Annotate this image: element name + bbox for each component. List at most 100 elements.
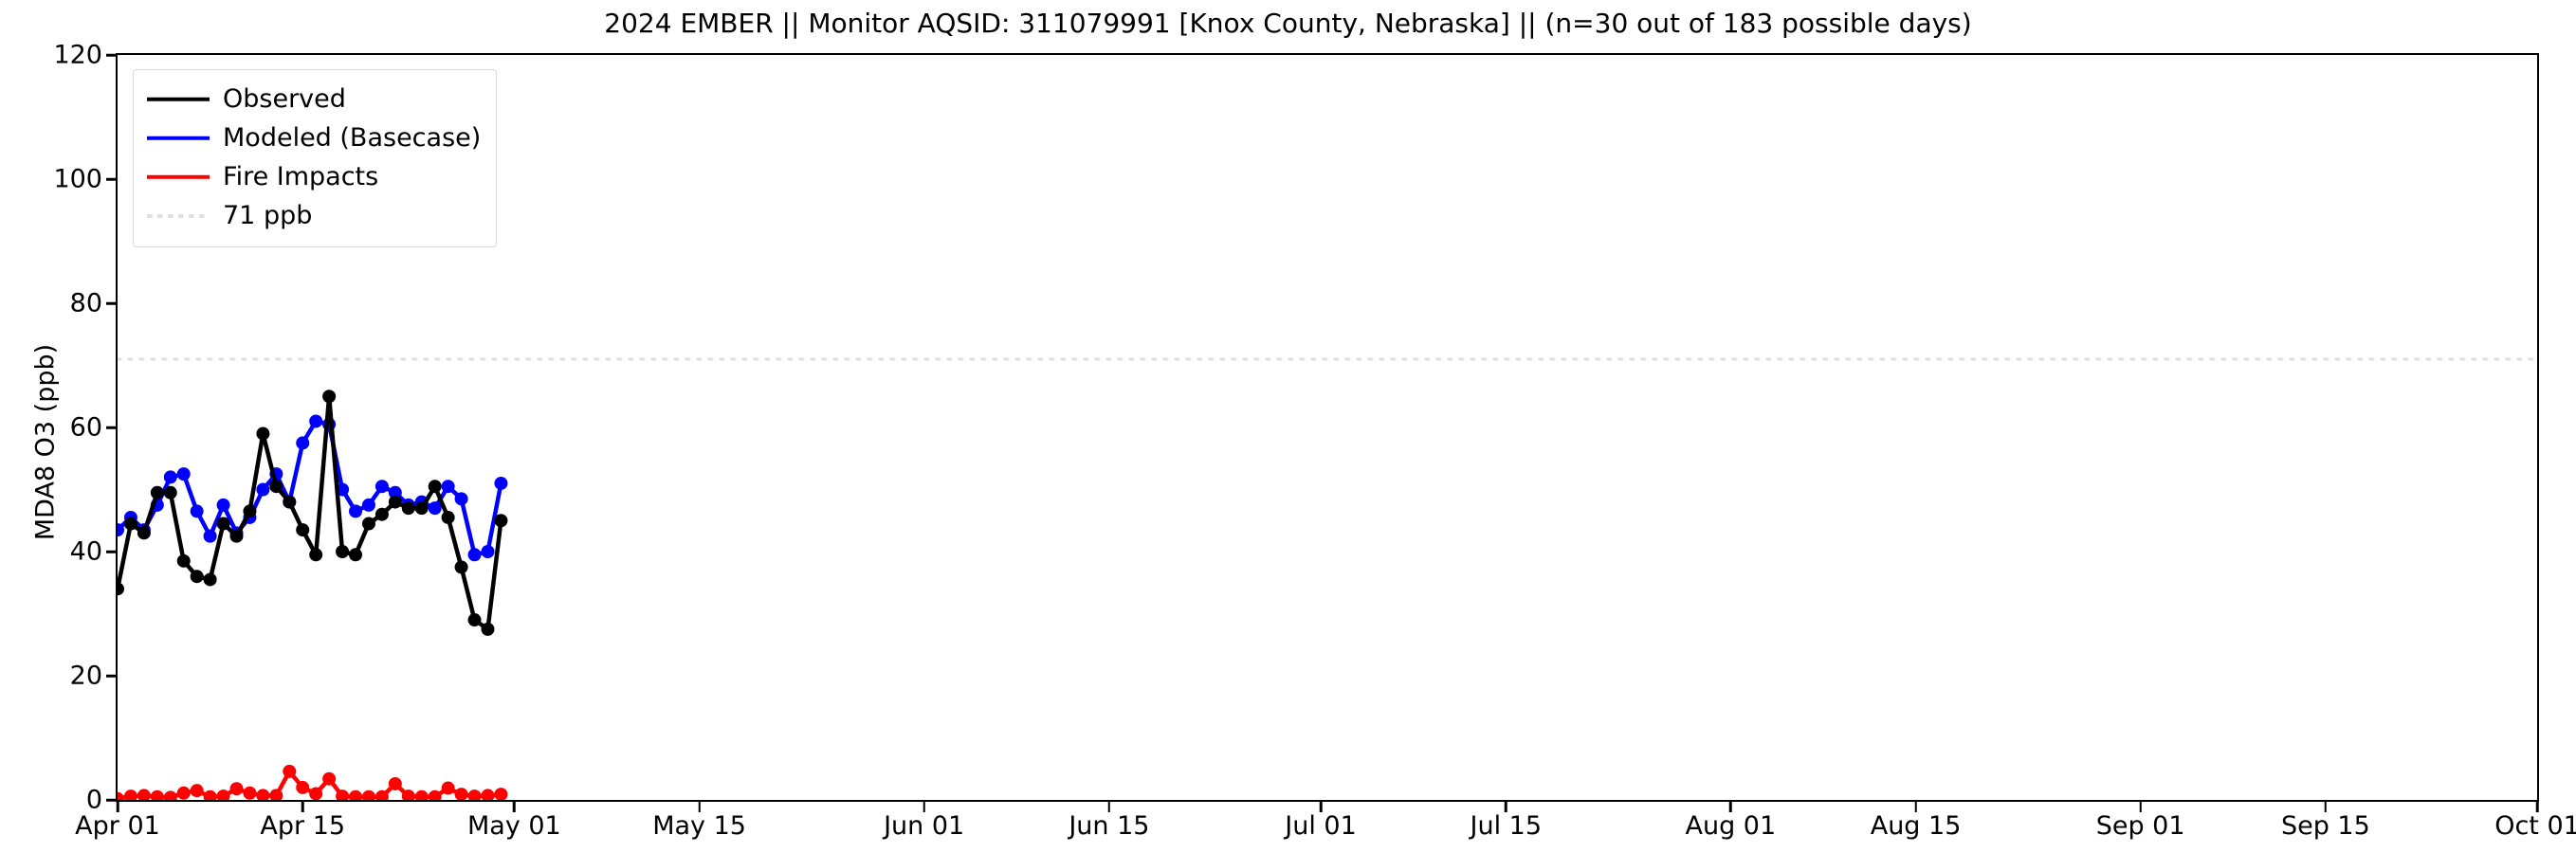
chart-legend: Observed Modeled (Basecase) Fire Impacts 71… [133,69,498,247]
x-tick-label: Aug 01 [1685,811,1777,841]
data-point [190,504,204,518]
data-point [441,480,455,494]
y-tick-label: 60 [69,412,102,443]
legend-label: Modeled (Basecase) [223,123,482,153]
y-tick-mark [106,426,117,429]
data-point [256,426,270,441]
legend-dotted-line [147,213,210,218]
data-point [256,789,270,800]
x-tick-mark [1914,802,1917,812]
legend-item[interactable]: Fire Impacts [147,157,481,196]
series-modeled-basecase [118,414,508,562]
data-point [243,504,257,518]
x-tick-label: Jun 01 [884,811,965,841]
legend-label: 71 ppb [223,201,313,230]
x-tick-mark [301,802,304,812]
data-point [494,514,508,528]
legend-solid-line [147,174,210,179]
data-point [118,791,124,800]
y-tick-mark [106,53,117,57]
legend-item[interactable]: Modeled (Basecase) [147,118,481,157]
data-point [414,501,429,516]
data-point [481,789,495,800]
data-point [467,548,482,562]
x-tick-mark [2535,802,2539,812]
data-series-layer [118,390,508,800]
y-tick-label: 0 [85,785,102,815]
x-tick-label: Apr 15 [260,811,346,841]
y-tick-label: 20 [69,661,102,691]
data-point [428,501,442,516]
data-point [203,789,217,800]
x-tick-mark [1107,802,1111,812]
data-point [467,613,482,627]
data-point [454,560,468,574]
data-point [428,789,442,800]
data-point [494,788,508,800]
x-tick-label: May 01 [466,811,561,841]
data-point [163,485,177,499]
data-point [309,548,323,562]
data-point [336,545,350,558]
data-point [163,470,177,484]
data-point [163,790,177,800]
data-point [176,786,191,800]
data-point [123,789,137,800]
chart-title: 2024 EMBER || Monitor AQSID: 311079991 [… [604,8,1972,39]
plot-area [116,53,2539,802]
legend-swatch-icon [147,88,210,111]
x-tick-mark [2324,802,2328,812]
legend-item[interactable]: 71 ppb [147,196,481,235]
data-point [481,622,495,636]
x-tick-label: Apr 01 [75,811,160,841]
y-tick-mark [106,301,117,305]
legend-label: Fire Impacts [223,162,379,191]
data-point [388,495,402,509]
x-tick-label: Jun 15 [1069,811,1150,841]
data-point [190,784,204,798]
data-point [441,781,455,795]
data-point [296,523,310,537]
data-point [137,526,151,540]
data-point [401,789,415,800]
data-point [388,485,402,499]
data-point [256,482,270,497]
data-point [150,485,164,499]
data-point [361,789,375,800]
data-point [388,776,402,790]
legend-item[interactable]: Observed [147,80,481,118]
x-tick-mark [1319,802,1323,812]
data-point [454,492,468,506]
data-point [467,789,482,800]
data-point [454,788,468,800]
plot-svg [118,357,2537,800]
legend-solid-line [147,97,210,101]
data-point [375,789,389,800]
data-point [309,787,323,800]
data-point [401,501,415,516]
x-tick-mark [923,802,925,812]
x-tick-label: Sep 15 [2280,811,2370,841]
data-point [322,390,337,404]
x-tick-mark [1729,802,1732,812]
data-point [375,507,389,521]
data-point [203,529,217,543]
data-point [137,789,151,800]
x-tick-mark [1505,802,1507,812]
data-point [243,786,257,800]
data-point [296,780,310,794]
data-point [176,467,191,481]
data-point [216,789,230,800]
data-point [269,789,283,800]
x-tick-label: Jul 01 [1285,811,1357,841]
data-point [118,582,124,596]
data-point [283,764,297,778]
x-tick-label: Oct 01 [2494,811,2576,841]
x-tick-mark [116,802,119,812]
data-point [349,789,363,800]
series-observed [118,390,508,636]
data-point [361,517,375,531]
data-point [375,480,389,494]
data-point [203,572,217,587]
